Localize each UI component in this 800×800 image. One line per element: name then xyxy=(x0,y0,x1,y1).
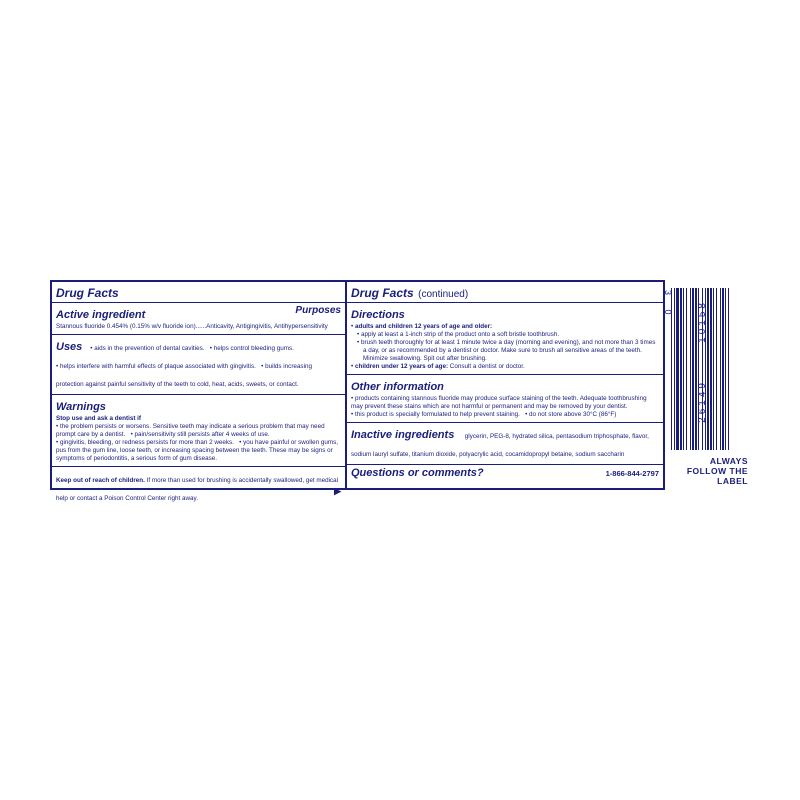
directions-heading: Directions xyxy=(351,309,405,321)
drug-facts-label: Drug Facts Active ingredient Purposes St… xyxy=(50,280,750,490)
directions-children: children under 12 years of age: Consult … xyxy=(351,363,659,371)
uses-section: Uses aids in the prevention of dental ca… xyxy=(52,335,345,395)
directions-adult-items: apply at least a 1-inch strip of the pro… xyxy=(351,331,659,363)
warnings-heading: Warnings xyxy=(56,401,106,413)
other-info-heading: Other information xyxy=(351,381,444,393)
uses-list: aids in the prevention of dental cavitie… xyxy=(56,345,312,388)
continued-label: (continued) xyxy=(418,289,468,300)
stop-use-heading: Stop use and ask a dentist if xyxy=(56,415,141,422)
drug-facts-cont-header: Drug Facts (continued) xyxy=(347,282,663,303)
active-ingredient-section: Active ingredient Purposes Stannous fluo… xyxy=(52,303,345,335)
right-panel: Drug Facts (continued) Directions adults… xyxy=(345,280,665,490)
questions-section: Questions or comments? 1-866-844-2797 xyxy=(347,465,663,482)
follow-label-text: ALWAYS FOLLOW THE LABEL xyxy=(671,450,750,486)
barcode-group1: 10158 xyxy=(697,300,708,343)
left-panel: Drug Facts Active ingredient Purposes St… xyxy=(50,280,345,490)
barcode-outer-digits: 3 0 xyxy=(663,290,673,321)
directions-list: adults and children 12 years of age and … xyxy=(351,323,659,331)
barcode-group2: 26149 xyxy=(697,380,708,423)
drug-facts-title: Drug Facts xyxy=(56,286,119,300)
active-ingredient-line: Stannous fluoride 0.454% (0.15% w/v fluo… xyxy=(56,323,341,331)
warnings-section: Warnings Stop use and ask a dentist if t… xyxy=(52,395,345,467)
drug-facts-cont-title: Drug Facts xyxy=(351,286,414,300)
inactive-section: Inactive ingredients glycerin, PEG-8, hy… xyxy=(347,423,663,465)
active-ingredient-heading: Active ingredient xyxy=(56,309,145,321)
barcode-icon xyxy=(671,280,750,450)
uses-heading: Uses xyxy=(56,341,82,353)
continue-arrow-icon: ▶ xyxy=(334,487,341,496)
barcode-area: 3 0 10158 26149 ALWAYS FOLLOW THE LABEL xyxy=(665,280,750,490)
questions-heading: Questions or comments? xyxy=(351,467,484,479)
other-info-list: products containing stannous fluoride ma… xyxy=(351,395,659,419)
drug-facts-header: Drug Facts xyxy=(52,282,345,303)
questions-phone: 1-866-844-2797 xyxy=(606,469,659,479)
warnings-list: the problem persists or worsens. Sensiti… xyxy=(56,423,341,463)
inactive-heading: Inactive ingredients xyxy=(351,429,454,441)
directions-section: Directions adults and children 12 years … xyxy=(347,303,663,375)
keep-out-text: Keep out of reach of children. If more t… xyxy=(56,477,338,502)
other-info-section: Other information products containing st… xyxy=(347,375,663,423)
purposes-heading: Purposes xyxy=(295,305,341,316)
keep-out-section: Keep out of reach of children. If more t… xyxy=(52,467,345,508)
